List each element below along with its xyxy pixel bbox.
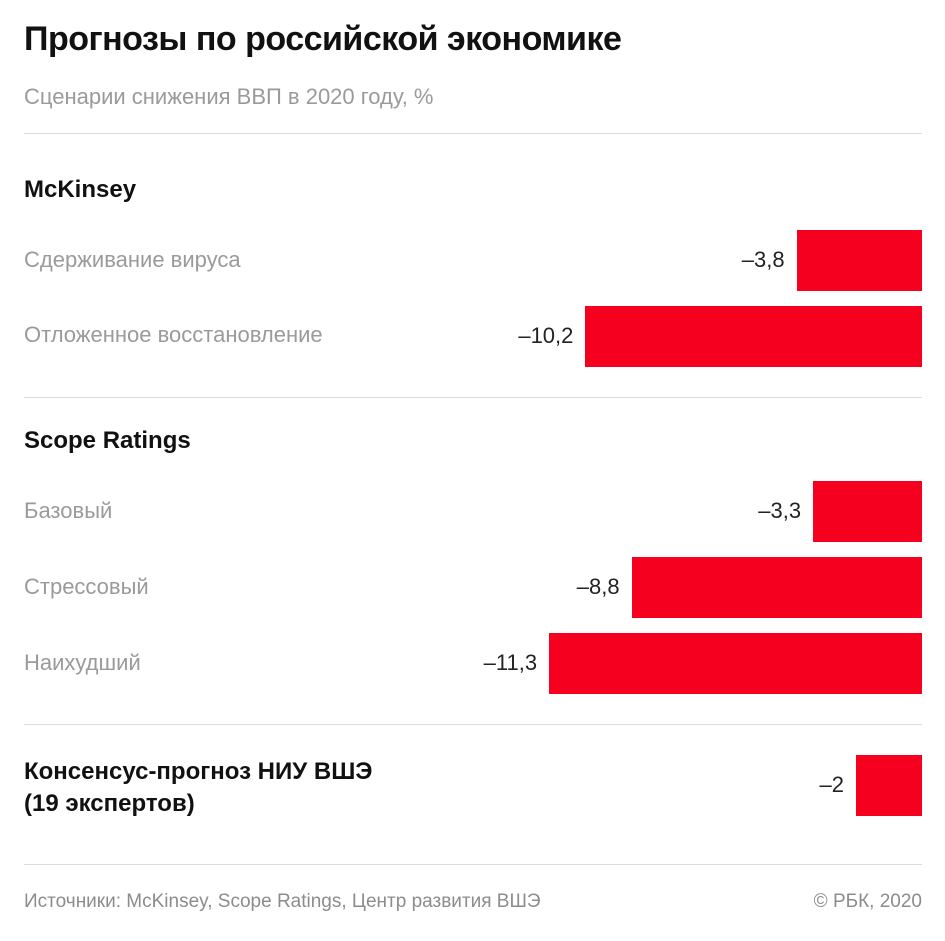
bar (549, 633, 922, 694)
group-title-mckinsey: McKinsey (24, 176, 137, 203)
bar (856, 755, 922, 816)
bar (813, 481, 922, 542)
chart-title: Прогнозы по российской экономике (24, 20, 622, 58)
divider (24, 397, 922, 398)
bar (585, 306, 922, 367)
group-title-line: Консенсус-прогноз НИУ ВШЭ (24, 758, 373, 785)
divider (24, 724, 922, 725)
value-label: –3,3 (758, 498, 802, 523)
value-label: –2 (819, 772, 844, 797)
value-label: –10,2 (518, 323, 574, 348)
row-label: Базовый (24, 498, 113, 523)
value-label: –3,8 (741, 247, 785, 272)
divider (24, 864, 922, 865)
sources-note: Источники: McKinsey, Scope Ratings, Цент… (24, 891, 541, 912)
copyright: © РБК, 2020 (813, 891, 922, 912)
row-label: Отложенное восстановление (24, 322, 323, 347)
value-label: –11,3 (483, 650, 538, 675)
group-title-line: (19 экспертов) (24, 790, 195, 817)
row-label: Стрессовый (24, 574, 149, 599)
bar (796, 230, 922, 291)
bar (631, 557, 922, 618)
group-title-consensus: Консенсус-прогноз НИУ ВШЭ (19 экспертов) (24, 756, 372, 820)
row-label: Наихудший (24, 650, 141, 675)
divider (24, 133, 922, 134)
chart-subtitle: Сценарии снижения ВВП в 2020 году, % (24, 84, 434, 109)
group-title-scope-ratings: Scope Ratings (24, 427, 191, 454)
row-label: Сдерживание вируса (24, 247, 241, 272)
value-label: –8,8 (576, 574, 620, 599)
